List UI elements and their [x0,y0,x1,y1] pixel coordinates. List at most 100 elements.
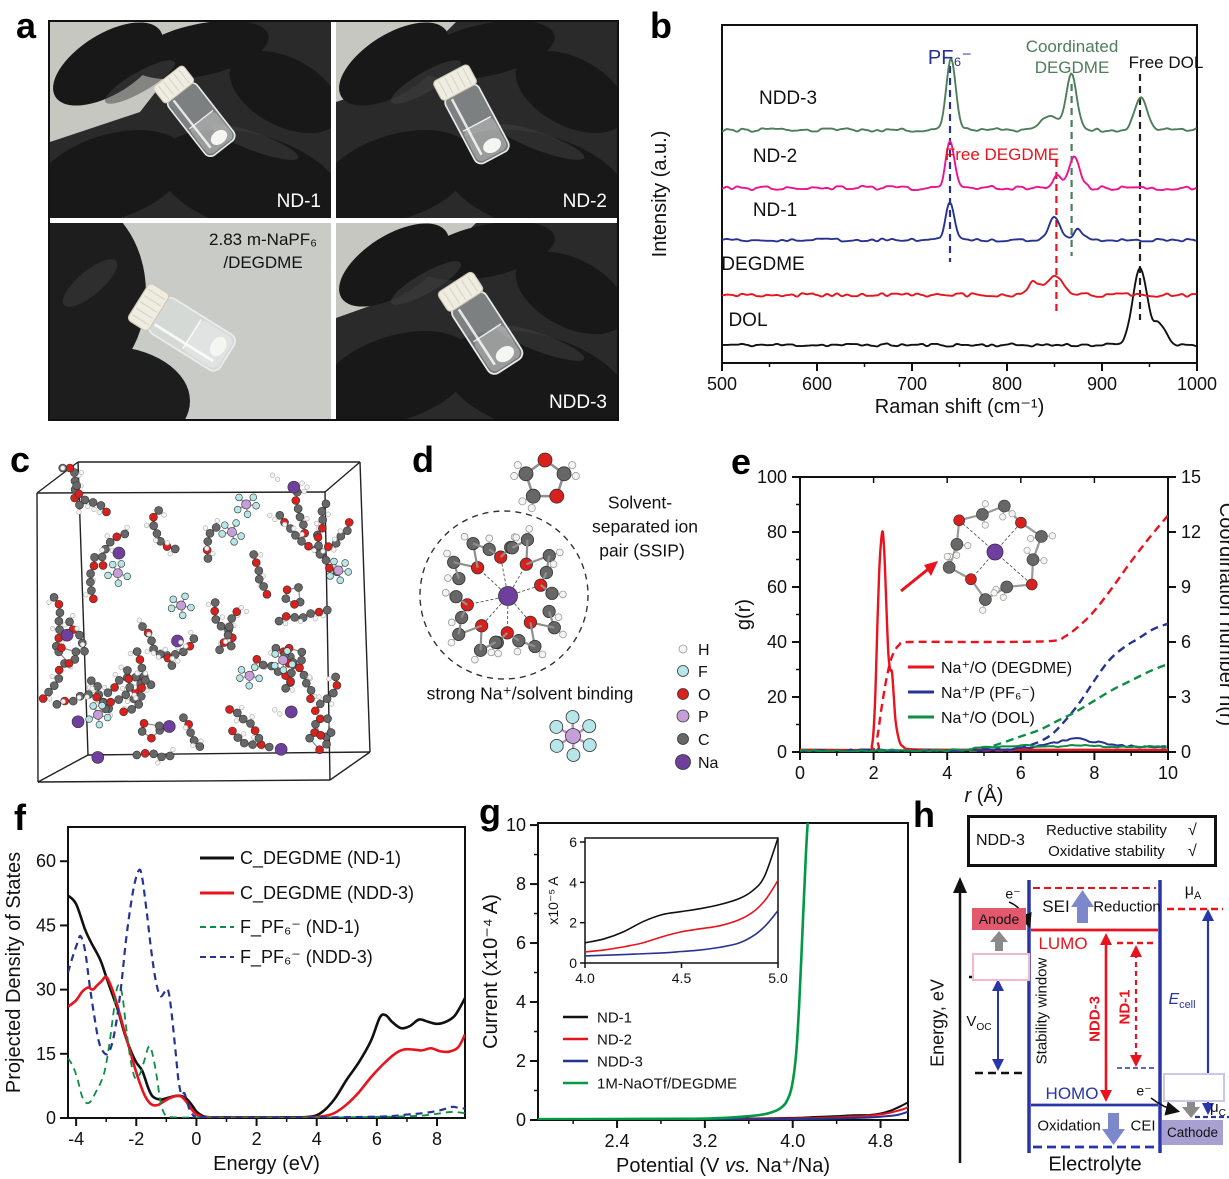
ssip-text-line2: separated ion [591,516,699,537]
svg-text:Current (x10⁻⁴ A): Current (x10⁻⁴ A) [480,894,502,1049]
pdos-chart: -4 -2 0 2 4 6 8 0 15 30 45 60 Energy (eV) Projected D… [3,826,466,1175]
series-n(r) Na-O DOL [800,662,1168,752]
svg-text:F: F [698,664,708,681]
svg-text:ND-2: ND-2 [753,146,797,167]
svg-text:0: 0 [569,955,577,971]
ssip-text-line1: Solvent- [607,492,673,513]
svg-text:12: 12 [1181,522,1201,542]
svg-text:F_PF₆⁻ (ND-1): F_PF₆⁻ (ND-1) [240,917,360,938]
svg-text:15: 15 [1181,467,1201,487]
anode-empty-level-box [972,953,1030,981]
check-icon: √ [1188,843,1197,860]
svg-text:700: 700 [897,374,927,394]
energy-axis-arrowhead [953,877,967,893]
panel-letter-g: g [479,791,501,832]
svg-text:9: 9 [1181,577,1191,597]
svg-text:O: O [698,687,710,704]
svg-text:Na⁺/P (PF₆⁻): Na⁺/P (PF₆⁻) [941,685,1035,702]
dol-molecule [510,452,580,513]
photo-napf6: 2.83 m-NaPF₆ /DEGDME [50,223,331,419]
homo-label: HOMO [1045,1084,1099,1103]
photo-grid: ND-1 ND-2 2.83 m-NaPF₆ /DEGDME NDD-3 [48,20,619,421]
svg-text:DOL: DOL [728,310,767,331]
lsv-chart: 2.4 3.2 4.0 4.8 0 2 4 6 8 10 Potential (V vs. Na⁺/… [480,815,909,1177]
svg-text:0: 0 [46,1108,56,1128]
series-C_DEGDME (NDD-3) [68,975,465,1118]
vial [127,283,236,372]
svg-text:15: 15 [36,1044,56,1064]
stability-summary-box: NDD-3 Reductive stability √ Oxidative st… [967,815,1217,867]
voc-label: VOC [966,1013,992,1033]
panel-letter-a: a [16,5,37,46]
series-DOL [721,267,1197,348]
svg-text:800: 800 [992,374,1022,394]
svg-text:Free DEGDME: Free DEGDME [945,145,1059,164]
svg-text:8: 8 [432,1129,442,1149]
inset-series-ND-1 [585,838,778,944]
panel-letter-e: e [731,441,752,482]
svg-text:0: 0 [516,1110,526,1130]
svg-text:4.8: 4.8 [868,1131,893,1151]
svg-text:60: 60 [767,577,787,597]
stability-window-label: Stability window [1033,957,1051,1065]
ndd3-window-label: NDD-3 [1086,996,1104,1042]
vial-photo-nd1 [50,22,331,218]
series-DEGDME [721,274,1197,298]
vial-photo-napf6 [50,223,331,419]
energy-axis-label: Energy, eV [927,979,948,1067]
atoms [38,463,354,766]
check-icon: √ [1188,822,1197,839]
svg-text:ND-1: ND-1 [753,200,797,221]
electron-top-label: e⁻ [1005,885,1021,902]
ssip-text-line3: pair (SSIP) [599,540,685,561]
svg-text:P: P [698,709,709,726]
photo-nd1: ND-1 [50,22,331,218]
photo-nd2: ND-2 [336,22,617,218]
inset-series-ND-2 [585,879,778,953]
svg-text:Na⁺/O (DEGDME): Na⁺/O (DEGDME) [941,660,1072,677]
svg-text:-2: -2 [128,1129,144,1149]
svg-text:8: 8 [516,874,526,894]
svg-text:40: 40 [767,632,787,652]
vial-label-nd2: ND-2 [562,191,607,212]
svg-text:4.5: 4.5 [672,970,692,986]
svg-text:2: 2 [516,1051,526,1071]
raman-spectra-chart: 500 600 700 800 900 1000 Raman shift (cm⁻¹) Int… [649,24,1217,418]
svg-text:x10⁻⁵ A: x10⁻⁵ A [545,876,561,925]
svg-text:45: 45 [36,915,56,935]
svg-text:2: 2 [569,915,577,931]
series-g(r) Na-O DOL [800,743,1167,752]
panel-letter-c: c [10,439,31,480]
pf6-molecule [549,710,597,762]
svg-text:2: 2 [869,763,879,783]
svg-text:900: 900 [1087,374,1117,394]
solvation-shell-inset [900,499,1056,614]
svg-text:-4: -4 [68,1129,84,1149]
panel-letter-h: h [913,794,935,835]
series-F_PF6- (ND-1) [68,983,465,1118]
svg-text:4: 4 [312,1129,322,1149]
vial-label-ndd3: NDD-3 [548,392,607,413]
series-F_PF6- (NDD-3) [68,868,465,1118]
svg-text:4: 4 [569,874,577,890]
svg-text:Na⁺/O (DOL): Na⁺/O (DOL) [941,710,1035,727]
svg-text:NDD-3: NDD-3 [759,88,817,109]
svg-text:8: 8 [1089,763,1099,783]
svg-text:r (Å): r (Å) [965,784,1004,807]
napf6-caption: 2.83 m-NaPF₆ /DEGDME [209,230,317,272]
svg-text:0: 0 [191,1129,201,1149]
inset-series-NDD-3 [585,910,778,957]
svg-text:4: 4 [516,992,526,1012]
svg-text:Na: Na [698,755,719,772]
panel-letter-f: f [14,797,26,838]
svg-text:6: 6 [569,834,577,850]
vial-photo-ndd3 [336,223,617,419]
ecell-label: Ecell [1168,990,1196,1012]
svg-text:Coordinated: Coordinated [1026,37,1119,56]
svg-text:0: 0 [795,763,805,783]
svg-text:30: 30 [36,980,56,1000]
photo-ndd3: NDD-3 [336,223,617,419]
